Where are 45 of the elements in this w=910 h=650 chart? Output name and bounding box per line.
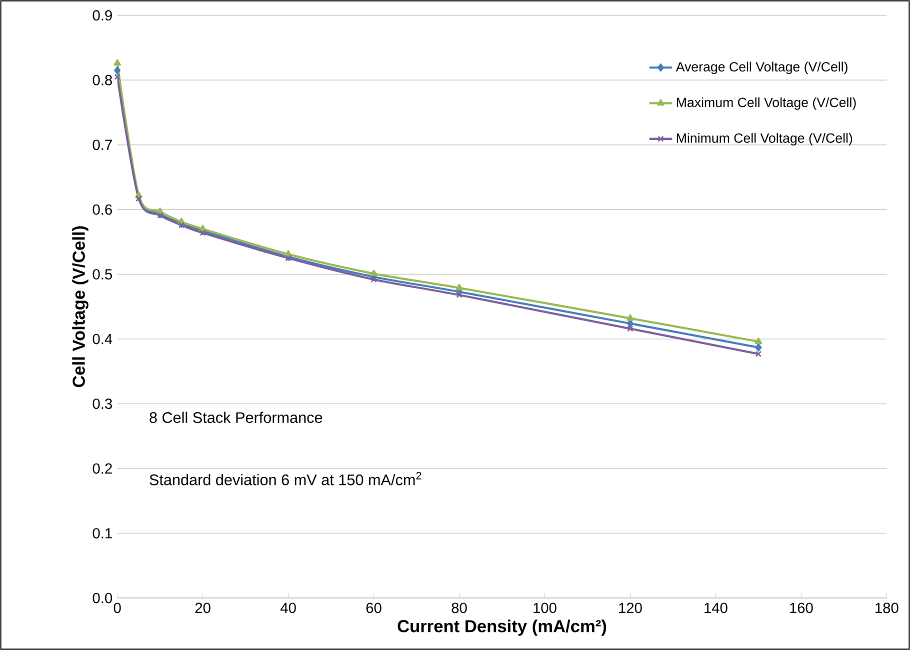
point bbox=[627, 326, 634, 332]
legend-label: Average Cell Voltage (V/Cell) bbox=[676, 62, 848, 74]
point bbox=[114, 74, 120, 80]
x-tick-label: 120 bbox=[619, 602, 642, 614]
x-tick-label: 100 bbox=[534, 602, 556, 614]
annotation: 8 Cell Stack Performance bbox=[150, 412, 322, 423]
point bbox=[626, 314, 634, 321]
x-tick-label: 80 bbox=[452, 602, 467, 614]
point bbox=[755, 350, 762, 358]
point bbox=[156, 212, 164, 219]
y-tick-label: 0.1 bbox=[92, 528, 112, 538]
x-tick-label: 0 bbox=[114, 602, 121, 614]
point bbox=[456, 292, 462, 298]
point bbox=[754, 337, 762, 344]
x-tick-label: 140 bbox=[704, 602, 728, 614]
y-tick-label: 0.5 bbox=[92, 269, 112, 280]
point bbox=[114, 66, 121, 74]
y-tick-label: 0.0 bbox=[92, 592, 112, 604]
annotation: Standard deviation 6 mV at 150 mA/cm$^{2}$ bbox=[150, 472, 422, 486]
y-tick-label: 0.4 bbox=[92, 334, 112, 344]
y-tick-label: 0.6 bbox=[92, 204, 112, 215]
point bbox=[199, 224, 206, 232]
x-axis-title: Current Density (mA/cm²) bbox=[398, 620, 606, 636]
legend-label: Maximum Cell Voltage (V/Cell) bbox=[676, 97, 856, 110]
x-tick-label: 180 bbox=[876, 602, 898, 614]
point bbox=[755, 343, 762, 352]
legend-label: Minimum Cell Voltage (V/Cell) bbox=[676, 133, 852, 146]
point bbox=[456, 284, 463, 290]
x-tick-label: 20 bbox=[195, 602, 210, 614]
point bbox=[156, 207, 164, 214]
y-axis-title: Cell Voltage (V/Cell) bbox=[72, 226, 88, 388]
x-tick-label: 60 bbox=[366, 602, 382, 614]
x-tick-label: 160 bbox=[790, 602, 813, 614]
point bbox=[200, 230, 206, 236]
point bbox=[284, 250, 292, 257]
y-tick-label: 0.9 bbox=[92, 10, 112, 21]
point bbox=[114, 59, 122, 66]
y-tick-label: 0.7 bbox=[92, 140, 112, 150]
y-tick-label: 0.3 bbox=[92, 398, 112, 409]
point bbox=[370, 276, 377, 283]
point bbox=[370, 270, 378, 276]
y-tick-label: 0.2 bbox=[92, 463, 112, 474]
y-tick-label: 0.8 bbox=[92, 74, 112, 86]
point bbox=[136, 195, 142, 202]
x-tick-label: 40 bbox=[280, 602, 296, 614]
